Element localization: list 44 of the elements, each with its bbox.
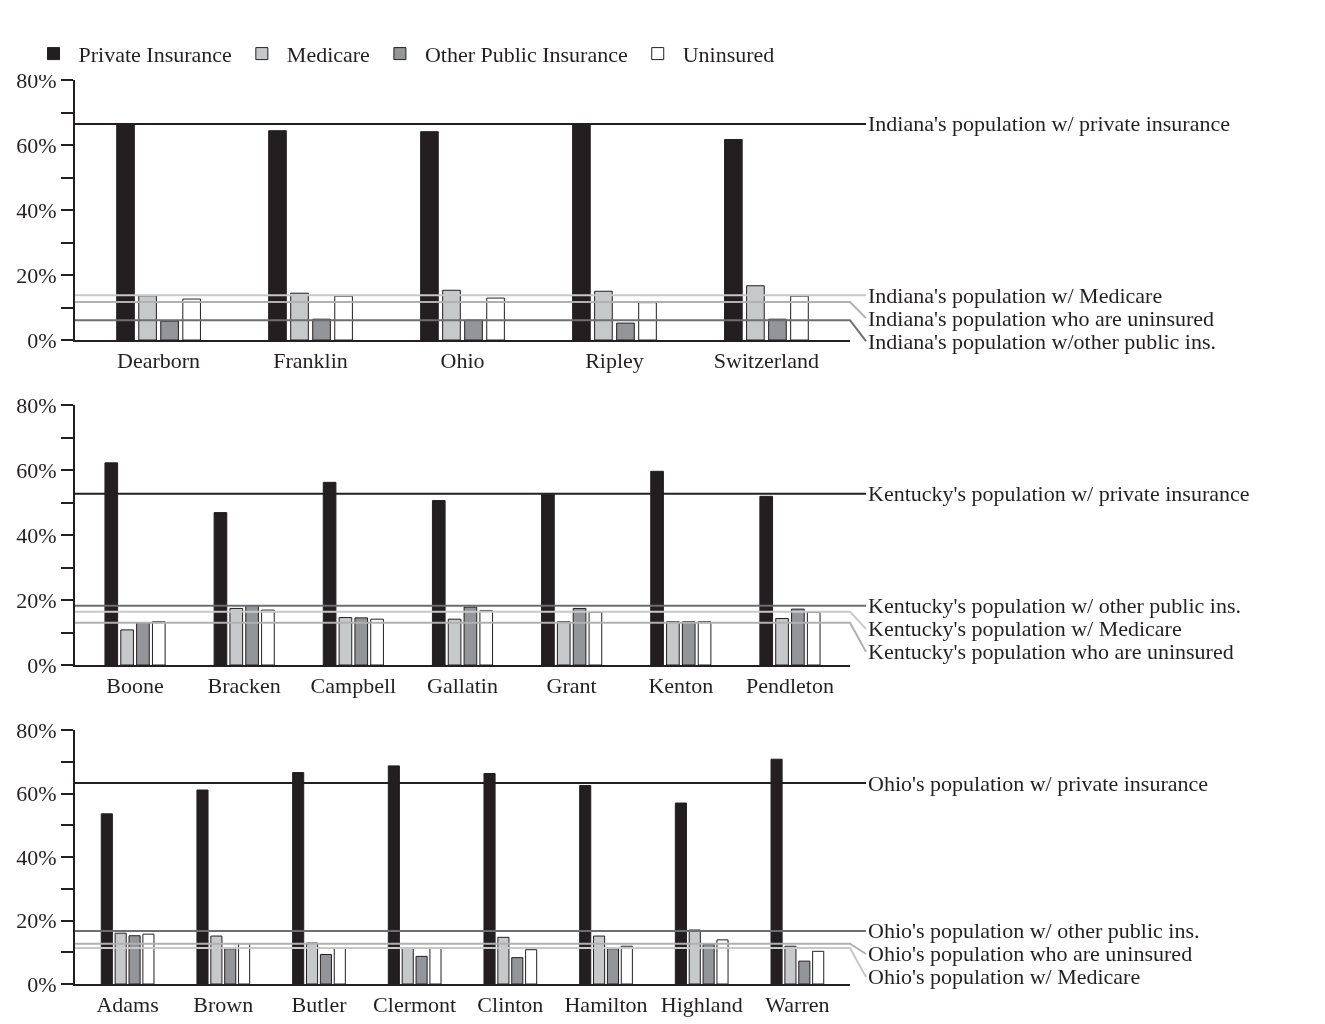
ref-line-label: Kentucky's population w/ private insurance xyxy=(868,481,1250,506)
legend-label: Other Public Insurance xyxy=(424,42,628,68)
legend-label: Medicare xyxy=(286,42,370,68)
x-tick-label: Highland xyxy=(660,992,743,1018)
x-tick-label: Butler xyxy=(291,992,348,1018)
y-tick-label: 40% xyxy=(16,522,57,548)
x-tick-label: Kenton xyxy=(648,673,714,699)
ref-line-label: Ohio's population w/ private insurance xyxy=(868,771,1209,796)
x-tick-label: Clinton xyxy=(477,992,544,1018)
ref-line-label: Ohio's population w/ other public ins. xyxy=(868,918,1200,943)
x-tick-label: Clermont xyxy=(373,992,457,1018)
x-tick-label: Dearborn xyxy=(117,348,201,374)
y-tick-label: 80% xyxy=(16,392,57,418)
x-tick-label: Ripley xyxy=(585,348,644,374)
x-tick-label: Adams xyxy=(96,992,159,1018)
ref-line-label: Indiana's population w/ private insurance xyxy=(868,111,1230,136)
x-tick-label: Franklin xyxy=(273,348,348,374)
y-tick-label: 20% xyxy=(16,908,57,934)
x-tick-label: Ohio xyxy=(440,348,485,374)
ref-line-label: Kentucky's population w/ other public ins. xyxy=(868,593,1242,618)
x-tick-label: Gallatin xyxy=(427,673,498,699)
y-tick-label: 0% xyxy=(27,327,57,353)
y-tick-label: 20% xyxy=(16,587,57,613)
legend-label: Uninsured xyxy=(682,42,775,68)
y-tick-label: 40% xyxy=(16,844,57,870)
y-tick-label: 60% xyxy=(16,457,57,483)
y-tick-label: 40% xyxy=(16,197,57,223)
x-tick-label: Brown xyxy=(193,992,254,1018)
y-tick-label: 0% xyxy=(27,652,57,678)
x-tick-label: Bracken xyxy=(207,673,281,699)
legend-label: Private Insurance xyxy=(78,42,232,68)
x-tick-label: Hamilton xyxy=(564,992,648,1018)
x-tick-label: Campbell xyxy=(310,673,397,699)
x-tick-label: Boone xyxy=(106,673,164,699)
y-tick-label: 60% xyxy=(16,132,57,158)
y-tick-label: 0% xyxy=(27,971,57,997)
y-tick-label: 20% xyxy=(16,262,57,288)
x-tick-label: Warren xyxy=(765,992,830,1018)
x-tick-label: Switzerland xyxy=(713,348,819,374)
y-tick-label: 80% xyxy=(16,717,57,743)
ref-line-label: Indiana's population w/ Medicare xyxy=(868,283,1163,308)
x-tick-label: Pendleton xyxy=(745,673,834,699)
x-tick-label: Grant xyxy=(546,673,597,699)
y-tick-label: 60% xyxy=(16,781,57,807)
